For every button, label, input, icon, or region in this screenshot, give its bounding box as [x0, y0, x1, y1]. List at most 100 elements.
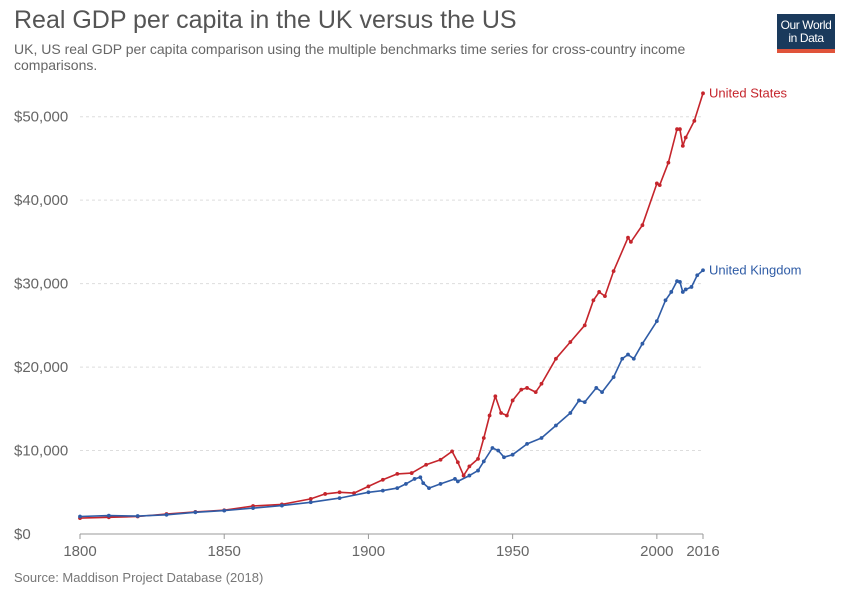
data-point-united-states: [640, 223, 645, 228]
grid-lines: [80, 116, 703, 452]
x-tick-label: 1900: [352, 543, 385, 560]
y-tick-label: $30,000: [14, 276, 68, 293]
data-point-united-states: [683, 135, 688, 140]
y-tick-label: $50,000: [14, 109, 68, 126]
y-tick-label: $0: [14, 526, 31, 543]
data-point-united-kingdom: [412, 477, 417, 481]
data-point-united-kingdom: [689, 285, 694, 289]
data-point-united-kingdom: [476, 468, 480, 473]
data-point-united-states: [597, 290, 602, 294]
data-point-united-kingdom: [496, 448, 501, 453]
data-point-united-kingdom: [366, 490, 371, 495]
data-point-united-kingdom: [404, 482, 408, 486]
data-point-united-states: [539, 381, 544, 386]
data-point-united-states: [510, 398, 515, 403]
data-point-united-states: [450, 449, 454, 454]
data-point-united-states: [380, 477, 385, 482]
chart-title: Real GDP per capita in the UK versus the…: [14, 6, 517, 34]
data-point-united-states: [493, 394, 498, 399]
x-tick-label: 2016: [686, 543, 719, 560]
series-line-united-kingdom: [79, 269, 704, 518]
data-point-united-states: [611, 269, 616, 273]
data-point-united-states: [533, 390, 538, 395]
series-label-united-kingdom: United Kingdom: [709, 262, 802, 277]
data-point-united-kingdom: [337, 496, 342, 501]
data-point-united-kingdom: [669, 290, 674, 294]
data-point-united-kingdom: [427, 486, 431, 490]
data-point-united-states: [487, 413, 492, 418]
data-point-united-states: [628, 239, 633, 244]
data-point-united-kingdom: [467, 473, 472, 478]
data-point-united-kingdom: [481, 459, 486, 464]
data-point-united-kingdom: [620, 356, 625, 361]
data-point-united-states: [499, 411, 504, 415]
data-point-united-states: [666, 160, 671, 165]
logo-line-1: Our World: [780, 18, 832, 32]
logo-line-2: in Data: [788, 31, 824, 45]
data-point-united-states: [504, 413, 509, 418]
data-point-united-kingdom: [663, 298, 668, 303]
x-tick-label: 2000: [640, 543, 673, 560]
data-point-united-states: [603, 294, 607, 299]
data-point-united-kingdom: [164, 512, 169, 517]
x-tick-label: 1850: [208, 543, 241, 560]
data-point-united-kingdom: [680, 290, 685, 294]
data-point-united-kingdom: [577, 398, 581, 403]
source-note: Source: Maddison Project Database (2018): [14, 570, 264, 585]
data-point-united-kingdom: [695, 273, 700, 278]
data-point-united-kingdom: [308, 500, 313, 505]
data-point-united-kingdom: [626, 352, 630, 357]
data-point-united-states: [308, 497, 313, 501]
data-point-united-states: [678, 127, 682, 132]
data-point-united-kingdom: [135, 514, 140, 518]
data-point-united-states: [680, 144, 685, 148]
data-point-united-kingdom: [455, 479, 460, 484]
data-point-united-states: [323, 492, 328, 496]
data-point-united-kingdom: [251, 506, 255, 511]
data-point-united-states: [424, 462, 429, 467]
data-point-united-kingdom: [395, 486, 400, 490]
data-point-united-kingdom: [106, 513, 111, 518]
data-point-united-kingdom: [279, 503, 284, 508]
data-point-united-kingdom: [490, 446, 495, 450]
axes: $0 $10,000 $20,000 $30,000 $40,000 $50,000 180…: [14, 109, 720, 560]
data-point-united-kingdom: [678, 280, 682, 284]
series-label-united-states: United States: [709, 85, 788, 100]
data-point-united-kingdom: [582, 400, 587, 405]
data-point-united-states: [654, 181, 659, 186]
data-point-united-kingdom: [675, 279, 679, 284]
data-point-united-kingdom: [683, 287, 688, 292]
data-point-united-states: [582, 323, 587, 328]
data-point-united-kingdom: [631, 356, 636, 361]
data-point-united-kingdom: [510, 452, 515, 457]
data-point-united-states: [525, 386, 529, 390]
data-point-united-states: [657, 183, 662, 188]
data-point-united-kingdom: [380, 488, 385, 493]
data-point-united-states: [395, 472, 400, 476]
data-point-united-kingdom: [525, 441, 529, 446]
data-point-united-states: [692, 118, 697, 123]
data-point-united-states: [675, 127, 679, 132]
data-point-united-states: [568, 340, 573, 344]
data-point-united-kingdom: [554, 423, 558, 428]
data-point-united-states: [366, 484, 371, 489]
data-point-united-kingdom: [701, 268, 705, 273]
data-point-united-kingdom: [421, 481, 426, 485]
series-labels: United States United Kingdom: [709, 85, 802, 277]
data-point-united-states: [626, 235, 630, 240]
data-point-united-states: [438, 457, 443, 462]
y-tick-label: $20,000: [14, 359, 68, 376]
our-world-in-data-logo[interactable]: Our World in Data: [777, 14, 835, 53]
data-point-united-kingdom: [654, 319, 659, 324]
data-point-united-kingdom: [594, 386, 599, 390]
series-line-united-states: [79, 93, 704, 519]
data-point-united-states: [337, 490, 342, 495]
data-point-united-kingdom: [222, 508, 227, 513]
data-point-united-kingdom: [78, 514, 82, 519]
y-tick-label: $10,000: [14, 443, 68, 460]
data-point-united-kingdom: [600, 390, 604, 395]
data-point-united-states: [519, 387, 524, 392]
chart-subtitle: UK, US real GDP per capita comparison us…: [14, 41, 686, 73]
x-tick-label: 1950: [496, 543, 529, 560]
